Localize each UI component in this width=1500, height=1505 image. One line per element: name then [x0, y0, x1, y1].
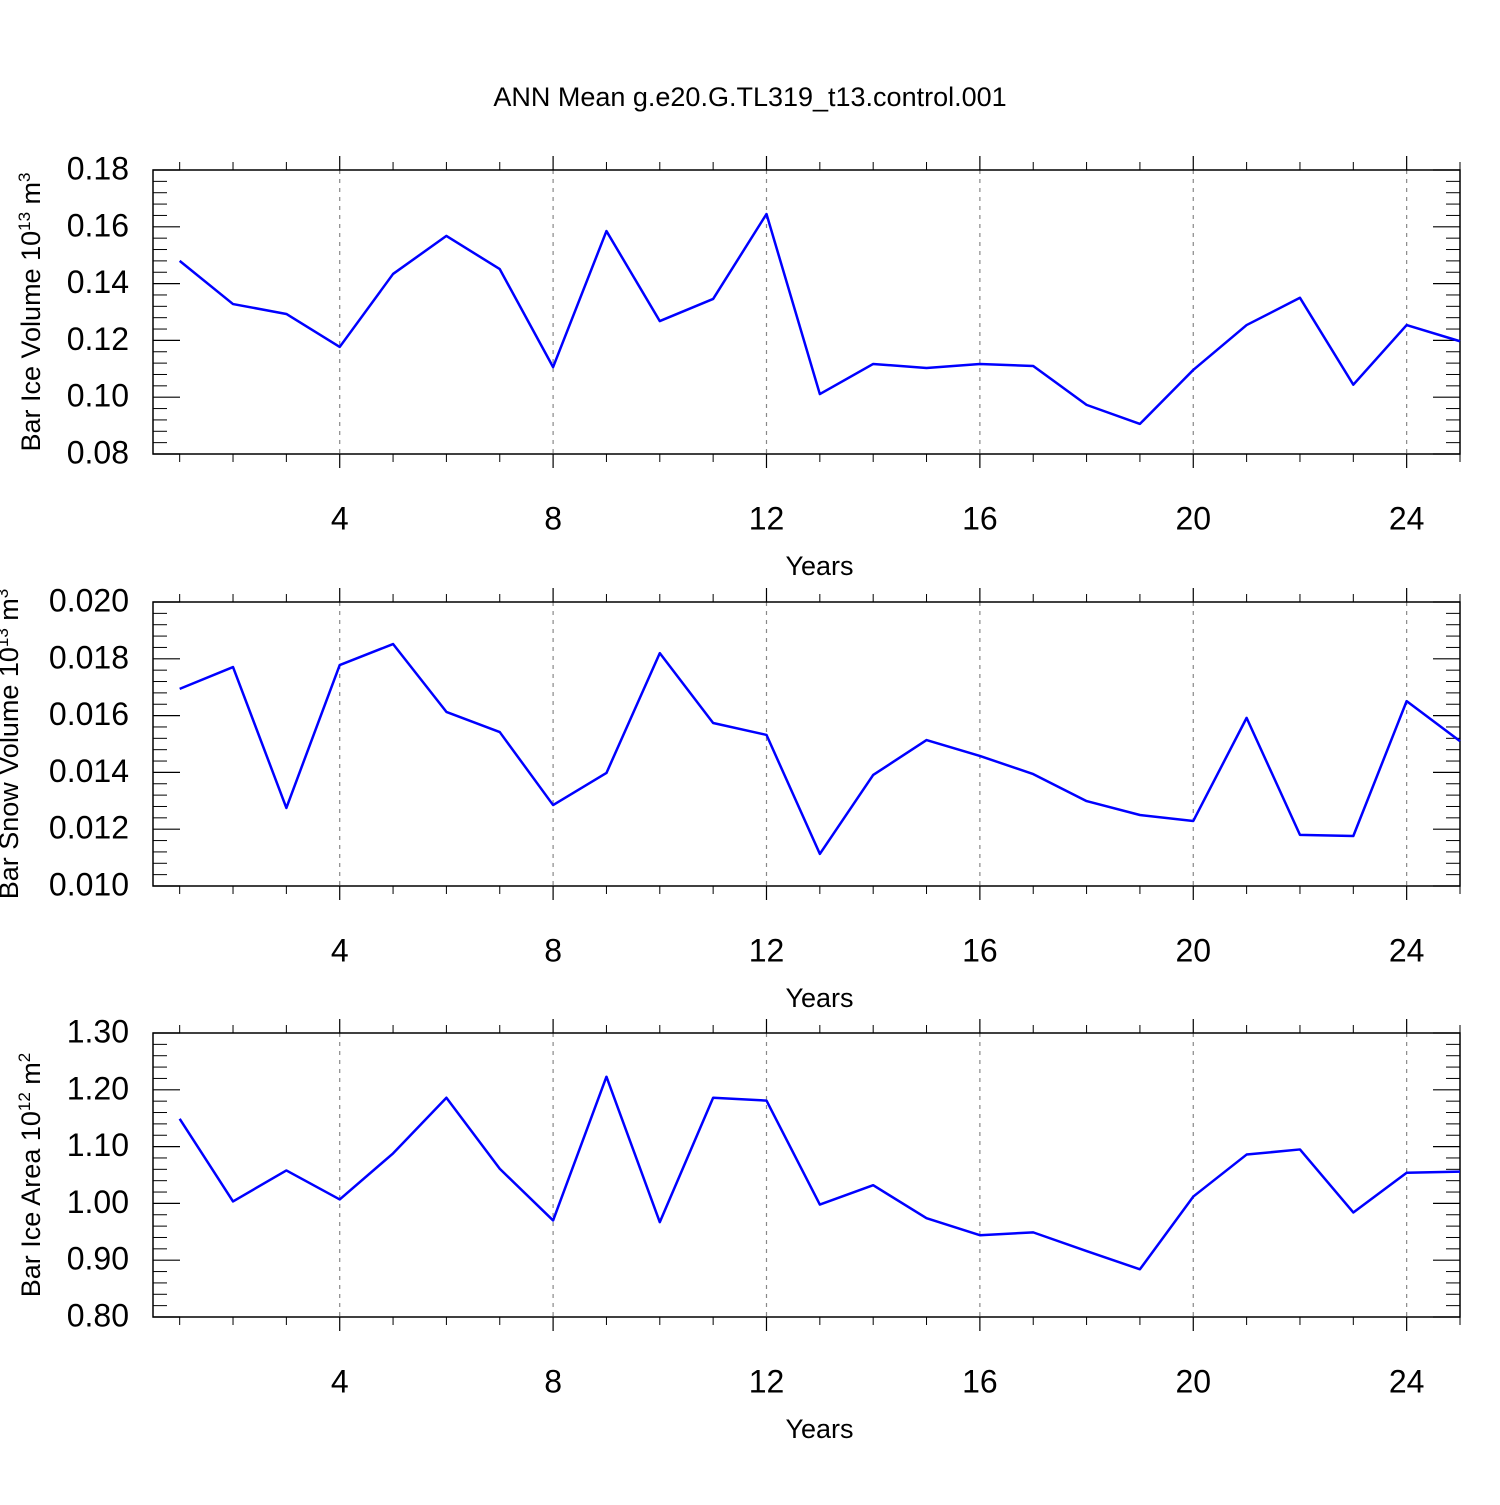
y-axis-title: Bar Snow Volume 1013 m3	[0, 589, 24, 900]
x-axis-title: Years	[785, 551, 853, 581]
plot-frame	[152, 1032, 1461, 1318]
x-tick-label: 12	[749, 500, 785, 536]
y-tick-label: 1.20	[67, 1070, 129, 1106]
x-tick-label: 8	[544, 500, 562, 536]
x-tick-label: 8	[544, 932, 562, 968]
x-tick-label: 16	[962, 500, 998, 536]
y-tick-label: 0.14	[67, 264, 129, 300]
plot-frame	[152, 601, 1461, 887]
data-line	[178, 212, 1461, 426]
x-tick-label: 20	[1175, 500, 1211, 536]
panel: 4 8 12 16 20 24 0.80 0.90 1.00 1.10 1.20 1.30 Years B…	[15, 1013, 1461, 1444]
x-tick-label: 12	[749, 1363, 785, 1399]
y-tick-label: 0.12	[67, 321, 129, 357]
y-tick-label: 0.80	[67, 1297, 129, 1333]
y-tick-label: 1.10	[67, 1127, 129, 1163]
y-axis-title-unit: m	[16, 182, 46, 212]
x-tick-label: 16	[962, 932, 998, 968]
x-tick-label: 12	[749, 932, 785, 968]
panel: 4 8 12 16 20 24 0.08 0.10 0.12 0.14 0.16 0.18 Years B…	[15, 150, 1461, 581]
y-tick-label: 0.010	[49, 866, 129, 902]
y-tick-label: 0.020	[49, 582, 129, 618]
y-axis-title-text: Bar Ice Area 10	[16, 1111, 46, 1297]
y-axis-title: Bar Ice Volume 1013 m3	[15, 172, 46, 451]
x-tick-label: 20	[1175, 1363, 1211, 1399]
y-axis-title-text: Bar Ice Volume 10	[16, 231, 46, 452]
x-tick-label: 16	[962, 1363, 998, 1399]
plot-frame	[152, 169, 1461, 455]
y-axis-title-exponent: 12	[15, 1092, 34, 1111]
y-axis-title-exponent: 13	[0, 628, 12, 647]
chart-title: ANN Mean g.e20.G.TL319_t13.control.001	[493, 82, 1006, 112]
y-tick-label: 0.16	[67, 207, 129, 243]
x-tick-label: 4	[331, 932, 349, 968]
y-axis-title-unit-exponent: 2	[15, 1053, 34, 1062]
y-tick-label: 0.90	[67, 1241, 129, 1277]
y-axis-title-unit: m	[16, 1062, 46, 1092]
panel: 4 8 12 16 20 24 0.010 0.012 0.014 0.016 0.018 0.020…	[0, 582, 1461, 1013]
x-tick-label: 24	[1389, 932, 1425, 968]
y-tick-label: 0.012	[49, 810, 129, 846]
y-axis-title-unit-exponent: 3	[0, 589, 12, 598]
x-tick-label: 24	[1389, 500, 1425, 536]
y-tick-label: 1.00	[67, 1184, 129, 1220]
y-axis-title-unit: m	[0, 598, 24, 628]
x-tick-label: 4	[331, 500, 349, 536]
y-tick-label: 0.18	[67, 150, 129, 186]
y-tick-label: 0.10	[67, 378, 129, 414]
y-tick-label: 0.014	[49, 753, 129, 789]
y-tick-label: 1.30	[67, 1013, 129, 1049]
y-tick-label: 0.016	[49, 696, 129, 732]
y-axis-title-exponent: 13	[15, 212, 34, 231]
y-tick-label: 0.018	[49, 639, 129, 675]
y-axis-title-text: Bar Snow Volume 10	[0, 647, 24, 899]
y-tick-label: 0.08	[67, 434, 129, 470]
x-tick-label: 20	[1175, 932, 1211, 968]
x-axis-title: Years	[785, 983, 853, 1013]
y-axis-title-unit-exponent: 3	[15, 172, 34, 181]
x-tick-label: 8	[544, 1363, 562, 1399]
data-line	[179, 642, 1461, 856]
x-tick-label: 4	[331, 1363, 349, 1399]
data-line	[178, 1075, 1461, 1271]
x-tick-label: 24	[1389, 1363, 1425, 1399]
y-axis-title: Bar Ice Area 1012 m2	[15, 1053, 46, 1298]
x-axis-title: Years	[785, 1414, 853, 1444]
